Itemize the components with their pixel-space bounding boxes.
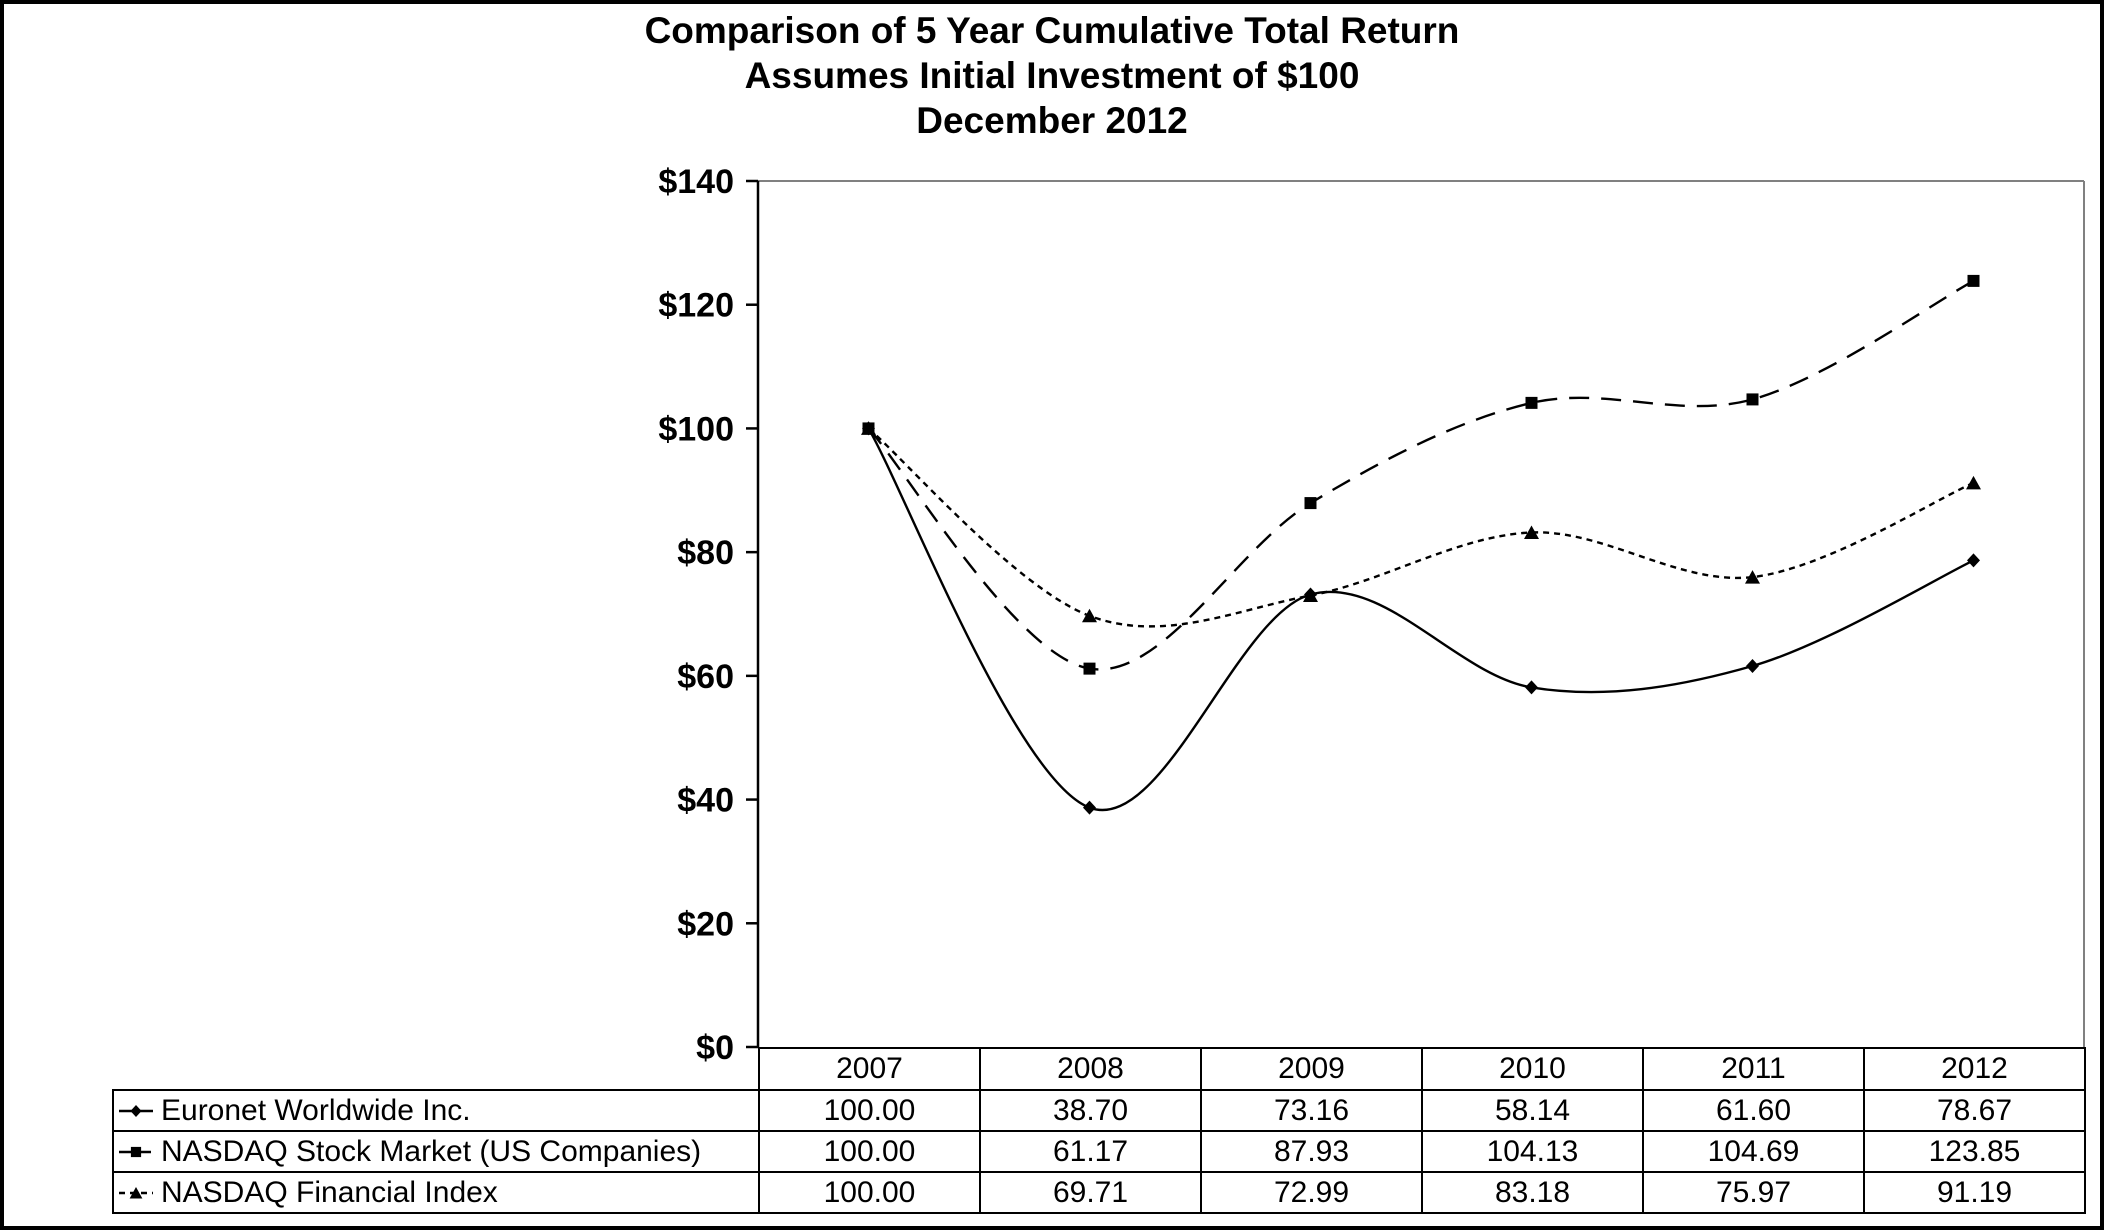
table-row: NASDAQ Stock Market (US Companies) 100.00…: [112, 1130, 2086, 1173]
legend-entry: Euronet Worldwide Inc.: [115, 1093, 757, 1127]
table-body: Euronet Worldwide Inc. 100.00 38.70 73.16 58…: [112, 1089, 2086, 1214]
value-cell: 38.70: [979, 1089, 1202, 1132]
marker-diamond: [1083, 800, 1096, 815]
marker-square: [1083, 662, 1096, 675]
marker-triangle: [1303, 588, 1318, 603]
marker-diamond: [1525, 680, 1538, 695]
value-cell: 73.16: [1200, 1089, 1423, 1132]
legend-marker-shape: [130, 1104, 142, 1117]
y-axis-label: $20: [677, 905, 734, 943]
value-cell: 83.18: [1421, 1171, 1644, 1214]
chart-title-block: Comparison of 5 Year Cumulative Total Re…: [0, 8, 2104, 143]
y-axis-label: $100: [658, 410, 734, 448]
y-axis-label: $120: [658, 287, 734, 325]
y-axis-label: $0: [696, 1029, 734, 1067]
value-cell: 72.99: [1200, 1171, 1423, 1214]
year-header: 2007: [758, 1047, 981, 1091]
marker-diamond: [1967, 553, 1980, 568]
value-cell: 61.17: [979, 1130, 1202, 1173]
value-cell: 123.85: [1863, 1130, 2086, 1173]
legend-label: Euronet Worldwide Inc.: [161, 1093, 471, 1127]
table-row: Euronet Worldwide Inc. 100.00 38.70 73.16 58…: [112, 1089, 2086, 1132]
legend-label: NASDAQ Financial Index: [161, 1175, 498, 1209]
value-cell: 91.19: [1863, 1171, 2086, 1214]
value-cell: 100.00: [758, 1171, 981, 1214]
value-cell: 58.14: [1421, 1089, 1644, 1132]
year-header: 2012: [1863, 1047, 2086, 1091]
series-line-0: [867, 427, 1975, 812]
marker-square: [1746, 393, 1759, 406]
value-cell: 78.67: [1863, 1089, 2086, 1132]
marker-triangle: [1524, 525, 1539, 539]
value-cell: 75.97: [1642, 1171, 1865, 1214]
value-cell: 100.00: [758, 1130, 981, 1173]
value-cell: 100.00: [758, 1089, 981, 1132]
legend-cell: NASDAQ Stock Market (US Companies): [112, 1130, 760, 1173]
legend-marker-triangle-icon: [119, 1186, 153, 1199]
y-axis-label: $40: [677, 782, 734, 820]
data-table: 2007 2008 2009 2010 2011 2012 Euronet Worldwi…: [112, 1047, 2086, 1214]
marker-square: [1525, 396, 1538, 409]
value-cell: 69.71: [979, 1171, 1202, 1214]
marker-triangle: [1966, 475, 1981, 490]
year-header: 2008: [979, 1047, 1202, 1091]
year-header: 2009: [1200, 1047, 1423, 1091]
legend-label: NASDAQ Stock Market (US Companies): [161, 1134, 702, 1168]
marker-triangle: [1745, 570, 1760, 584]
legend-entry: NASDAQ Stock Market (US Companies): [115, 1134, 757, 1168]
marker-triangle: [1082, 608, 1097, 623]
chart-title-line3: December 2012: [916, 100, 1188, 141]
legend-marker-diamond-icon: [119, 1104, 153, 1117]
legend-marker-shape: [129, 1186, 143, 1199]
table-head: 2007 2008 2009 2010 2011 2012: [113, 1047, 2086, 1091]
table-row: NASDAQ Financial Index 100.00 69.71 72.99 83…: [112, 1171, 2086, 1214]
series-line-2: [867, 427, 1974, 628]
series-line-1: [867, 279, 1975, 671]
value-cell: 61.60: [1642, 1089, 1865, 1132]
marker-diamond: [1746, 658, 1759, 673]
legend-marker-shape: [130, 1146, 142, 1157]
y-axis-label: $140: [658, 163, 734, 201]
year-header: 2011: [1642, 1047, 1865, 1091]
year-header-row: 2007 2008 2009 2010 2011 2012: [113, 1047, 2086, 1091]
marker-square: [1304, 497, 1317, 510]
value-cell: 87.93: [1200, 1130, 1423, 1173]
value-cell: 104.69: [1642, 1130, 1865, 1173]
marker-triangle: [861, 421, 876, 435]
y-axis-label: $80: [677, 534, 734, 572]
chart-title-line2: Assumes Initial Investment of $100: [744, 55, 1360, 96]
y-axis-label: $60: [677, 658, 734, 696]
marker-square: [1967, 274, 1980, 287]
value-cell: 104.13: [1421, 1130, 1644, 1173]
year-header: 2010: [1421, 1047, 1644, 1091]
legend-entry: NASDAQ Financial Index: [115, 1175, 757, 1209]
table-ghost-cell: [113, 1048, 759, 1090]
legend-cell: NASDAQ Financial Index: [112, 1171, 760, 1214]
legend-cell: Euronet Worldwide Inc.: [112, 1089, 760, 1132]
chart-title-line1: Comparison of 5 Year Cumulative Total Re…: [644, 10, 1460, 51]
legend-marker-square-icon: [119, 1146, 153, 1157]
